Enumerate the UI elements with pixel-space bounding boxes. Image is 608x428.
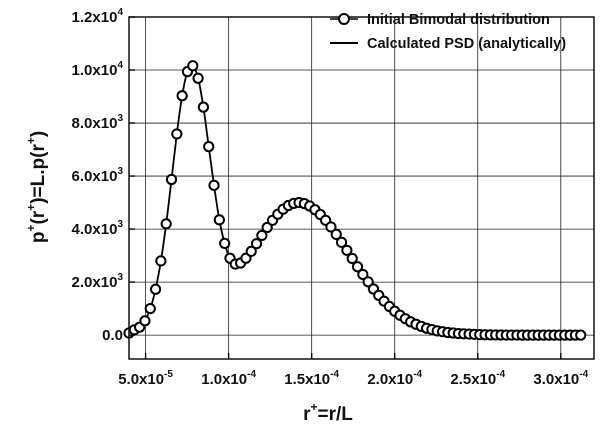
y-tick-label: 8.0x103: [72, 113, 124, 132]
x-tick-label: 5.0x10-5: [118, 369, 173, 388]
legend-label-initial: Initial Bimodal distribution: [367, 12, 550, 28]
y-tick-label: 1.2x104: [72, 7, 124, 26]
data-point-marker: [203, 141, 215, 153]
y-axis-ticks: 0.0 2.0x103 4.0x103 6.0x103 8.0x103 1.0x104 1.…: [72, 7, 135, 344]
data-point-marker: [346, 252, 358, 265]
data-point-marker: [213, 214, 225, 226]
data-point-marker: [208, 179, 220, 191]
data-point-marker: [357, 268, 369, 281]
x-axis-title: r+=r/L: [303, 400, 353, 425]
data-point-marker: [575, 329, 587, 341]
data-point-marker: [341, 244, 353, 256]
legend: Initial Bimodal distribution Calculated …: [330, 12, 566, 52]
legend-marker-circle: [338, 13, 350, 25]
x-axis-ticks: 5.0x10-5 1.0x10-4 1.5x10-4 2.0x10-4 2.5x10-4…: [118, 353, 589, 388]
data-point-marker: [351, 261, 364, 273]
plot-frame: [128, 16, 595, 360]
x-tick-label: 2.0x10-4: [367, 369, 422, 388]
x-tick-label: 1.0x10-4: [201, 369, 256, 388]
data-point-marker: [219, 237, 231, 250]
y-tick-label: 1.0x104: [72, 60, 124, 79]
y-tick-label: 6.0x103: [72, 166, 124, 185]
data-point-marker: [325, 221, 337, 233]
marker-layer: [123, 60, 587, 341]
data-point-marker: [256, 229, 268, 242]
y-tick-label: 2.0x103: [72, 272, 124, 291]
grid-lines: [129, 16, 594, 359]
data-point-marker: [250, 238, 263, 250]
legend-label-calculated: Calculated PSD (analytically): [367, 36, 566, 52]
data-point-marker: [144, 303, 156, 315]
data-point-marker: [192, 72, 204, 84]
data-point-marker: [197, 101, 209, 113]
data-point-marker: [139, 315, 151, 327]
data-point-marker: [362, 276, 374, 288]
data-point-marker: [245, 245, 257, 257]
data-point-marker: [330, 228, 342, 240]
analytic-curve-layer: [128, 64, 581, 337]
data-point-marker: [155, 255, 167, 267]
x-tick-label: 1.5x10-4: [284, 369, 339, 388]
data-point-marker: [176, 90, 188, 102]
data-point-marker: [149, 283, 162, 295]
calculated-psd-line: [128, 64, 581, 337]
y-tick-label: 0.0: [102, 327, 123, 344]
data-point-marker: [171, 128, 183, 140]
data-point-marker: [187, 60, 199, 72]
x-tick-label: 3.0x10-4: [533, 369, 588, 388]
y-tick-label: 4.0x103: [72, 219, 124, 238]
y-axis-title: p+(r+)=L.p(r+): [24, 131, 49, 243]
data-point-marker: [335, 236, 348, 248]
data-point-marker: [261, 221, 273, 234]
x-tick-label: 2.5x10-4: [450, 369, 505, 388]
data-point-marker: [165, 173, 178, 186]
data-point-marker: [160, 218, 172, 230]
